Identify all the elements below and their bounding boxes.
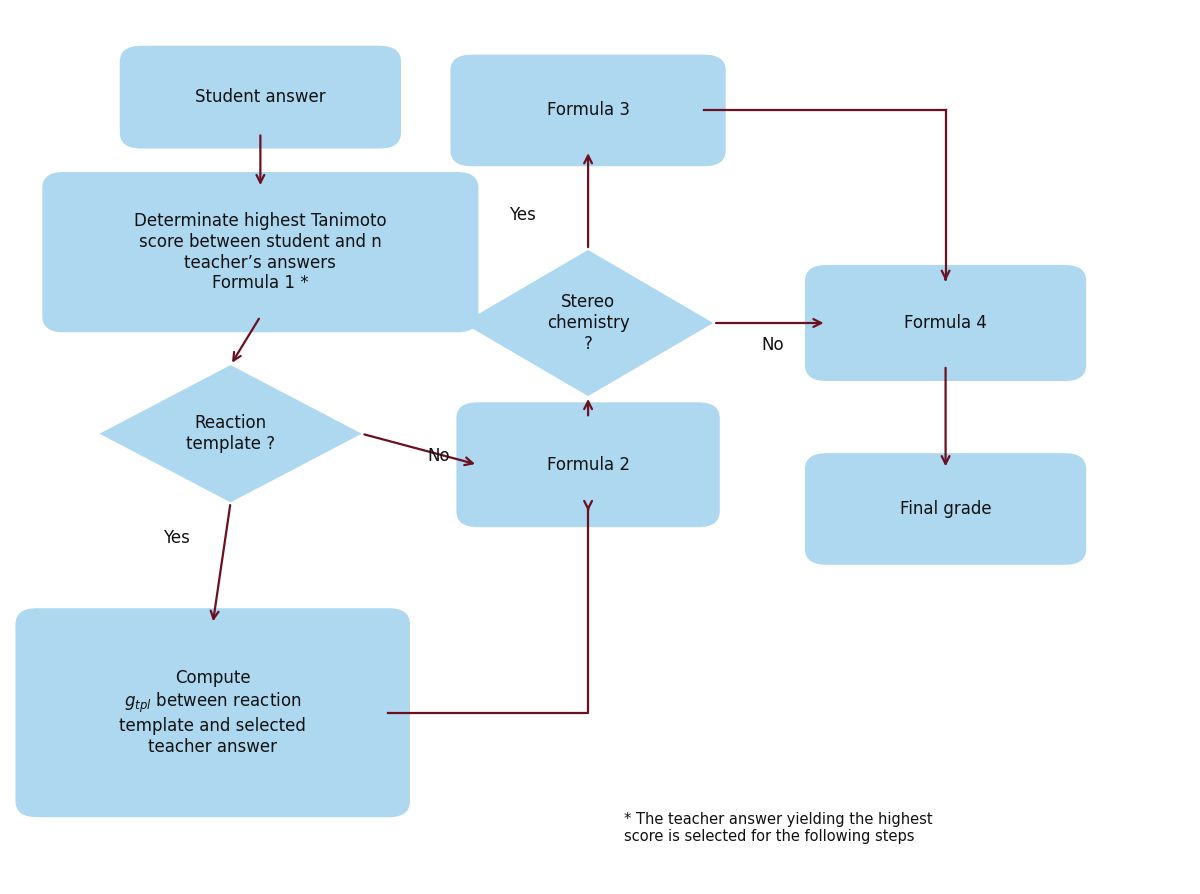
Text: Reaction
template ?: Reaction template ? <box>186 414 275 453</box>
FancyBboxPatch shape <box>805 453 1086 565</box>
Text: Formula 3: Formula 3 <box>546 101 630 120</box>
Text: Yes: Yes <box>163 528 191 547</box>
Text: Formula 4: Formula 4 <box>904 314 988 332</box>
Text: * The teacher answer yielding the highest
score is selected for the following st: * The teacher answer yielding the highes… <box>624 812 932 844</box>
FancyBboxPatch shape <box>450 55 726 166</box>
Polygon shape <box>463 250 713 396</box>
Text: Final grade: Final grade <box>900 500 991 518</box>
FancyBboxPatch shape <box>120 46 401 148</box>
Text: Determinate highest Tanimoto
score between student and n
teacher’s answers
Formu: Determinate highest Tanimoto score betwe… <box>134 212 386 292</box>
Polygon shape <box>100 365 361 502</box>
Text: No: No <box>428 447 450 465</box>
FancyBboxPatch shape <box>805 265 1086 381</box>
Text: Formula 2: Formula 2 <box>546 456 630 474</box>
Text: No: No <box>762 336 784 354</box>
Text: Student answer: Student answer <box>196 89 325 106</box>
Text: Compute
$g_{tpl}$ between reaction
template and selected
teacher answer: Compute $g_{tpl}$ between reaction templ… <box>119 670 306 756</box>
FancyBboxPatch shape <box>42 172 479 333</box>
FancyBboxPatch shape <box>16 608 410 817</box>
Text: Stereo
chemistry
?: Stereo chemistry ? <box>547 293 630 353</box>
Text: Yes: Yes <box>509 206 536 224</box>
FancyBboxPatch shape <box>456 402 720 527</box>
